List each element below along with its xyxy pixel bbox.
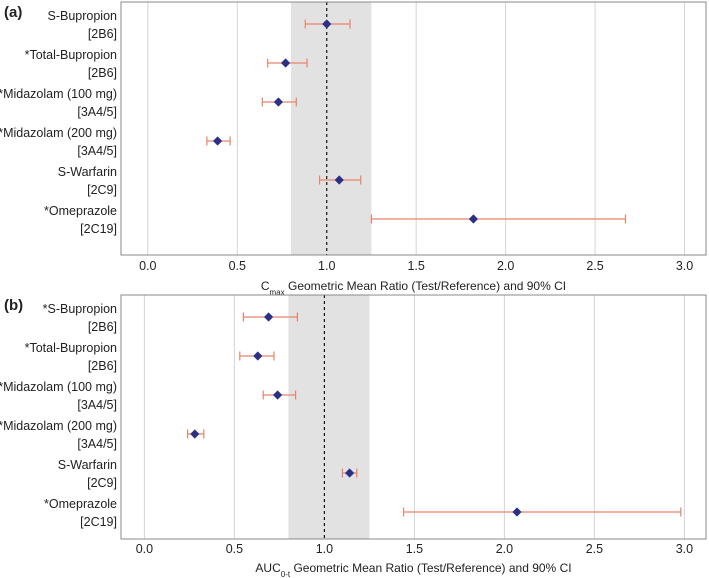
row-2: *Midazolam (100 mg) [3A4/5]: [0, 380, 297, 412]
row-3: *Midazolam (200 mg) [3A4/5]: [0, 419, 205, 451]
row-label-drug: S-Warfarin: [58, 165, 117, 179]
x-tick-label: 3.0: [676, 542, 693, 556]
panel-label: (a): [4, 4, 22, 21]
row-label-enzyme: [3A4/5]: [77, 105, 117, 119]
point-estimate-diamond: [264, 312, 274, 322]
x-tick-label: 1.0: [316, 542, 333, 556]
row-label-enzyme: [2C19]: [80, 222, 117, 236]
row-label-enzyme: [3A4/5]: [77, 437, 117, 451]
point-estimate-diamond: [213, 136, 223, 146]
row-label-drug: *Omeprazole: [44, 204, 117, 218]
plot-frame: [120, 294, 707, 540]
point-estimate-diamond: [273, 390, 283, 400]
row-label-drug: *Midazolam (200 mg): [0, 126, 117, 140]
row-label-enzyme: [2C9]: [87, 183, 117, 197]
x-tick-label: 1.0: [318, 259, 335, 273]
row-label-enzyme: [2C9]: [87, 476, 117, 490]
row-1: *Total-Bupropion [2B6]: [25, 341, 275, 373]
plot-area: [121, 2, 706, 255]
x-tick-label: 2.0: [497, 259, 514, 273]
x-axis-label: Cmax Geometric Mean Ratio (Test/Referenc…: [261, 279, 566, 297]
equivalence-band: [288, 295, 370, 539]
x-tick-label: 0.0: [139, 259, 156, 273]
point-estimate-diamond: [468, 214, 479, 224]
panel-a: S-Bupropion [2B6] *Total-Bupropion [2B6] *Mi…: [0, 1, 707, 297]
row-label-enzyme: [2B6]: [88, 27, 117, 41]
x-axis-label: AUC0-t Geometric Mean Ratio (Test/Refere…: [255, 561, 571, 578]
point-estimate-diamond: [273, 97, 284, 107]
row-2: *Midazolam (100 mg) [3A4/5]: [0, 87, 297, 119]
point-estimate-diamond: [512, 507, 522, 517]
point-estimate-diamond: [190, 429, 200, 439]
point-estimate-diamond: [334, 175, 344, 185]
row-0: *S-Bupropion [2B6]: [43, 302, 298, 334]
x-tick-label: 2.5: [586, 542, 603, 556]
row-label-enzyme: [2B6]: [88, 359, 117, 373]
point-estimate-diamond: [253, 351, 263, 361]
point-estimate-diamond: [322, 19, 332, 29]
row-5: *Omeprazole [2C19]: [44, 497, 682, 529]
point-estimate-diamond: [345, 468, 355, 478]
row-label-drug: *Midazolam (100 mg): [0, 87, 117, 101]
x-tick-label: 3.0: [676, 259, 693, 273]
point-estimate-diamond: [280, 58, 291, 68]
row-label-drug: S-Warfarin: [58, 458, 117, 472]
x-tick-label: 0.0: [136, 542, 153, 556]
plot-frame: [120, 1, 707, 256]
row-label-enzyme: [2B6]: [88, 66, 117, 80]
row-label-enzyme: [3A4/5]: [77, 398, 117, 412]
row-3: *Midazolam (200 mg) [3A4/5]: [0, 126, 231, 158]
row-0: S-Bupropion [2B6]: [48, 9, 351, 41]
row-4: S-Warfarin [2C9]: [58, 458, 358, 490]
plot-area: [121, 295, 706, 539]
x-tick-label: 2.0: [496, 542, 513, 556]
row-5: *Omeprazole [2C19]: [44, 204, 627, 236]
row-label-drug: S-Bupropion: [48, 9, 118, 23]
x-tick-label: 1.5: [406, 542, 423, 556]
x-tick-label: 0.5: [229, 259, 246, 273]
row-1: *Total-Bupropion [2B6]: [25, 48, 308, 80]
row-label-enzyme: [2B6]: [88, 320, 117, 334]
equivalence-band: [290, 2, 372, 255]
panel-label: (b): [4, 297, 23, 314]
row-label-drug: *Midazolam (200 mg): [0, 419, 117, 433]
row-label-drug: *S-Bupropion: [43, 302, 117, 316]
row-label-drug: *Total-Bupropion: [25, 48, 117, 62]
x-tick-label: 2.5: [586, 259, 603, 273]
row-label-drug: *Midazolam (100 mg): [0, 380, 117, 394]
row-4: S-Warfarin [2C9]: [58, 165, 362, 197]
x-tick-label: 1.5: [407, 259, 424, 273]
row-label-drug: *Total-Bupropion: [25, 341, 117, 355]
row-label-enzyme: [2C19]: [80, 515, 117, 529]
row-label-drug: *Omeprazole: [44, 497, 117, 511]
x-tick-label: 0.5: [226, 542, 243, 556]
panel-b: *S-Bupropion [2B6] *Total-Bupropion [2B6] *M…: [0, 294, 707, 578]
row-label-enzyme: [3A4/5]: [77, 144, 117, 158]
